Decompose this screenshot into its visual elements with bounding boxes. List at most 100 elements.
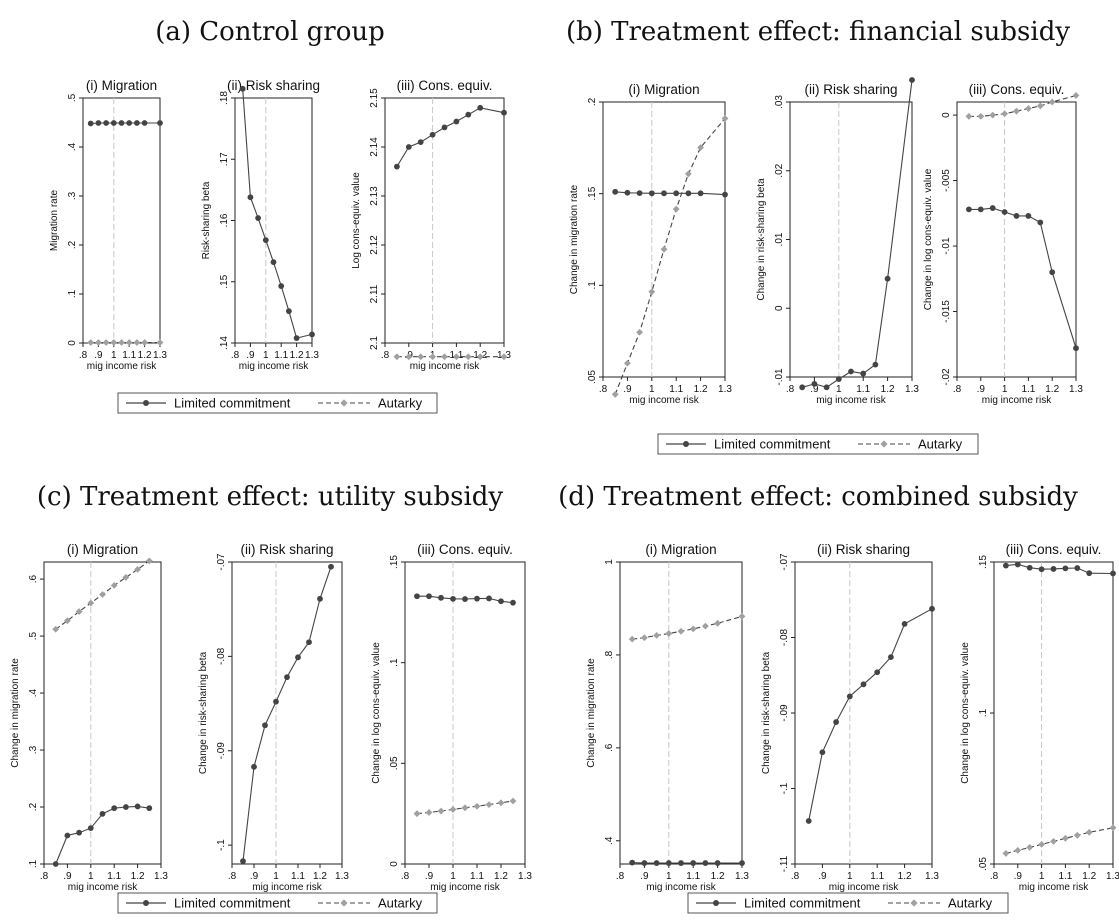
y-tick-label: -.1 xyxy=(216,839,227,851)
limited-commitment-point xyxy=(99,810,106,817)
subplot-title: (iii) Cons. equiv. xyxy=(1006,542,1102,557)
x-tick-label: 1.2 xyxy=(694,384,708,395)
legend-autarky-label: Autarky xyxy=(918,437,963,452)
autarky-point xyxy=(461,804,469,812)
autarky-point xyxy=(1038,840,1045,848)
limited-commitment-point xyxy=(251,763,257,770)
autarky-point xyxy=(1001,110,1008,118)
y-tick-label: .8 xyxy=(604,650,615,659)
legend-limited-marker xyxy=(143,900,149,906)
y-tick-label: -.08 xyxy=(216,647,227,665)
autarky-point xyxy=(1025,105,1032,112)
limited-commitment-point xyxy=(673,190,680,197)
limited-commitment-point xyxy=(134,803,141,810)
x-tick-label: 1 xyxy=(88,871,94,882)
autarky-point xyxy=(429,353,436,361)
autarky-point xyxy=(473,802,481,810)
y-axis-label: Change in log cons-equiv. value xyxy=(923,168,934,310)
limited-commitment-point xyxy=(1014,561,1021,568)
autarky-point xyxy=(1073,831,1081,839)
limited-commitment-point xyxy=(685,190,692,197)
x-tick-label: .8 xyxy=(40,871,49,882)
autarky-point xyxy=(702,622,709,630)
y-axis-label: Log cons-equiv. value xyxy=(351,172,362,269)
limited-commitment-point xyxy=(901,621,908,627)
autarky-point xyxy=(464,353,472,361)
x-axis-label: mig income risk xyxy=(410,361,480,372)
autarky-point xyxy=(1109,824,1117,832)
legend-box xyxy=(687,892,1009,914)
legend-box xyxy=(117,392,438,414)
limited-commitment-point xyxy=(278,283,285,289)
plot-frame xyxy=(619,561,743,865)
limited-commitment-point xyxy=(860,681,867,688)
limited-commitment-line xyxy=(968,207,1077,349)
x-tick-label: .9 xyxy=(94,350,103,361)
autarky-point xyxy=(417,353,425,361)
limited-commitment-point xyxy=(510,599,516,606)
y-tick-label: .5 xyxy=(67,93,78,102)
limited-commitment-point xyxy=(665,860,672,866)
limited-commitment-point xyxy=(977,206,984,213)
x-axis-label: mig income risk xyxy=(1019,882,1089,893)
legend-autarky-marker xyxy=(340,399,348,407)
y-tick-label: 1 xyxy=(604,559,615,565)
limited-commitment-point xyxy=(262,722,268,729)
autarky-point xyxy=(636,328,643,336)
autarky-point xyxy=(665,630,673,637)
autarky-point xyxy=(738,612,746,620)
autarky-point xyxy=(75,608,83,615)
x-axis-label: mig income risk xyxy=(430,882,500,893)
limited-commitment-point xyxy=(697,190,704,197)
subplot-title: (i) Migration xyxy=(628,82,699,97)
limited-commitment-point xyxy=(414,593,420,600)
autarky-point xyxy=(660,245,668,253)
chart-b-2: (ii) Risk sharing .8 .9 1 1.1 1.2 1.3 mig incom… xyxy=(756,77,919,406)
autarky-point xyxy=(87,339,95,346)
x-tick-label: .9 xyxy=(623,384,632,395)
y-tick-label: -.1 xyxy=(779,782,790,794)
plot-frame xyxy=(43,561,162,865)
autarky-point xyxy=(500,353,508,361)
x-axis-label: mig income risk xyxy=(629,395,699,406)
y-tick-label: .18 xyxy=(219,91,230,105)
limited-commitment-point xyxy=(134,120,140,126)
autarky-point xyxy=(689,625,697,633)
limited-commitment-point xyxy=(1037,219,1044,226)
autarky-point xyxy=(1072,92,1080,99)
limited-commitment-point xyxy=(1038,566,1045,573)
y-tick-label: .15 xyxy=(219,274,230,288)
limited-commitment-point xyxy=(270,259,277,266)
autarky-point xyxy=(485,801,493,809)
y-tick-label: 2.15 xyxy=(369,88,380,108)
limited-commitment-point xyxy=(909,77,915,83)
x-tick-label: .8 xyxy=(381,350,390,361)
y-tick-label: -.07 xyxy=(216,553,227,571)
x-tick-label: 1.1 xyxy=(686,871,700,882)
autarky-point xyxy=(134,566,141,573)
chart-d-1: (i) Migration .8 .9 1 1.1 1.2 1.3 mig income ri… xyxy=(586,542,749,893)
autarky-point xyxy=(156,339,164,346)
limited-commitment-point xyxy=(1050,566,1057,572)
limited-commitment-point xyxy=(860,370,867,377)
limited-commitment-point xyxy=(64,832,71,839)
autarky-point xyxy=(721,115,729,122)
limited-commitment-point xyxy=(429,131,436,138)
x-tick-label: 1.3 xyxy=(154,871,168,882)
x-tick-label: 1.3 xyxy=(718,384,732,395)
autarky-point xyxy=(1048,98,1056,106)
limited-commitment-point xyxy=(835,376,842,382)
x-tick-label: 1.3 xyxy=(905,384,919,395)
limited-commitment-point xyxy=(126,120,133,126)
autarky-point xyxy=(677,627,685,635)
limited-commitment-point xyxy=(702,860,709,866)
autarky-point xyxy=(977,113,985,120)
y-tick-label: -.02 xyxy=(941,368,952,386)
chart-d-3: (iii) Cons. equiv. .8 .9 1 1.1 1.2 1.3 mig inco… xyxy=(960,542,1119,893)
limited-commitment-point xyxy=(405,144,412,150)
x-tick-label: .8 xyxy=(231,350,240,361)
legend-limited-label: Limited commitment xyxy=(744,896,861,911)
autarky-point xyxy=(714,619,721,627)
plot-frame xyxy=(956,101,1077,378)
